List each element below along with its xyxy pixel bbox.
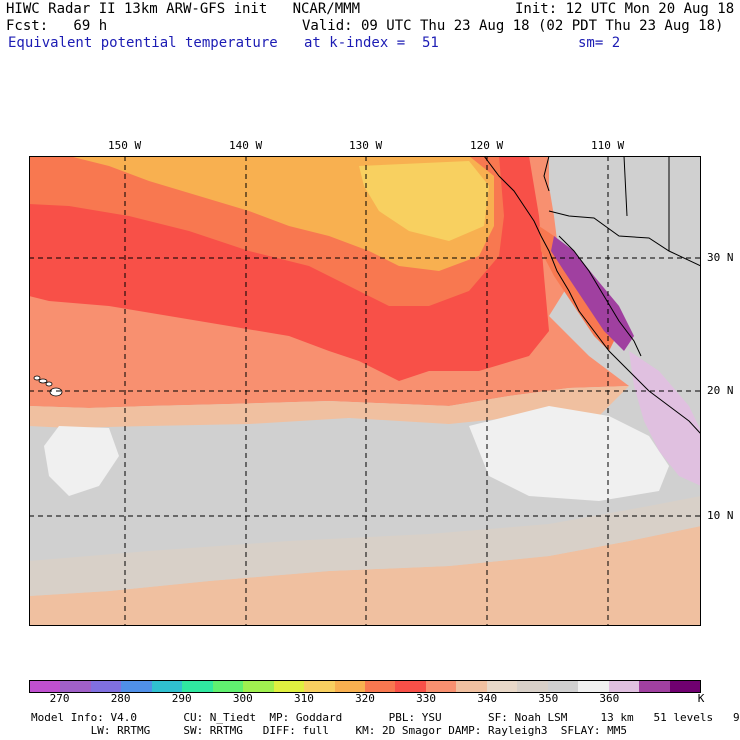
- region-390k-gulf: [551, 236, 634, 351]
- colorbar-label-0: 270: [49, 692, 70, 705]
- colorbar-label-2: 290: [171, 692, 192, 705]
- colorbar-segment-16: [517, 681, 548, 692]
- colorbar-segment-10: [334, 681, 365, 692]
- smoothing: sm= 2: [578, 35, 621, 51]
- lon-label-110w: 110 W: [591, 139, 625, 152]
- colorbar-label-3: 300: [232, 692, 253, 705]
- colorbar-segment-17: [547, 681, 579, 692]
- hawaii-islands: [33, 375, 63, 397]
- colorbar-segment-4: [151, 681, 183, 692]
- region-370k: [469, 406, 669, 501]
- region-350k-south: [29, 526, 701, 626]
- colorbar-segment-11: [364, 681, 396, 692]
- field-name: Equivalent potential temperature: [8, 35, 278, 51]
- colorbar-segment-3: [121, 681, 152, 692]
- init-time: Init: 12 UTC Mon 20 Aug 18: [515, 1, 735, 17]
- lat-label-30n: 30 N: [707, 251, 734, 264]
- forecast-hour: Fcst: 69 h: [6, 18, 108, 34]
- colorbar-segment-0: [30, 681, 61, 692]
- region-355k-south: [29, 496, 701, 596]
- lon-label-120w: 120 W: [470, 139, 504, 152]
- valid-time: Valid: 09 UTC Thu 23 Aug 18 (02 PDT Thu …: [302, 18, 724, 34]
- colorbar-segment-19: [608, 681, 640, 692]
- colorbar-segment-18: [578, 681, 609, 692]
- region-370k-west: [44, 426, 119, 496]
- coastline-west: [483, 156, 701, 435]
- colorbar-label-6: 330: [416, 692, 437, 705]
- colorbar-segment-20: [639, 681, 670, 692]
- colorbar-segment-2: [90, 681, 122, 692]
- region-380k-coast: [629, 351, 701, 486]
- graticule: [29, 156, 701, 626]
- colorbar-label-9: 360: [599, 692, 620, 705]
- colorbar-segment-9: [304, 681, 335, 692]
- region-350k: [29, 386, 629, 428]
- colorbar-label-7: 340: [477, 692, 498, 705]
- colorbar-segment-15: [486, 681, 518, 692]
- model-info-line2: LW: RRTMG SW: RRTMG DIFF: full KM: 2D Sm…: [31, 724, 628, 737]
- level-index: at k-index = 51: [304, 35, 439, 51]
- colorbar-label-1: 280: [110, 692, 131, 705]
- model-info-line1: Model Info: V4.0 CU: N_Tiedt MP: Goddard…: [31, 711, 740, 724]
- lat-label-10n: 10 N: [707, 509, 734, 522]
- colorbar-segment-1: [60, 681, 91, 692]
- colorbar-label-5: 320: [355, 692, 375, 705]
- model-title: HIWC Radar II 13km ARW-GFS init NCAR/MMM: [6, 1, 361, 17]
- colorbar: [29, 680, 701, 693]
- colorbar-label-10: K: [697, 692, 705, 705]
- colorbar-segment-12: [395, 681, 426, 692]
- coastline-baja-east: [558, 235, 642, 357]
- region-310k-core: [359, 161, 489, 241]
- lon-label-130w: 130 W: [349, 139, 383, 152]
- colorbar-segment-13: [425, 681, 457, 692]
- colorbar-segment-21: [669, 681, 700, 692]
- colorbar-segment-14: [456, 681, 487, 692]
- lon-label-140w: 140 W: [229, 139, 263, 152]
- theta-e-map: [29, 156, 701, 626]
- colorbar-label-8: 350: [538, 692, 559, 705]
- lat-label-20n: 20 N: [707, 384, 734, 397]
- land-mainland: [549, 156, 701, 441]
- map-frame: [29, 156, 701, 626]
- colorbar-segment-8: [273, 681, 305, 692]
- colorbar-segment-6: [212, 681, 244, 692]
- lon-label-150w: 150 W: [108, 139, 142, 152]
- colorbar-segment-7: [243, 681, 274, 692]
- border-states: [543, 156, 670, 251]
- colorbar-label-4: 310: [293, 692, 314, 705]
- colorbar-segment-5: [182, 681, 213, 692]
